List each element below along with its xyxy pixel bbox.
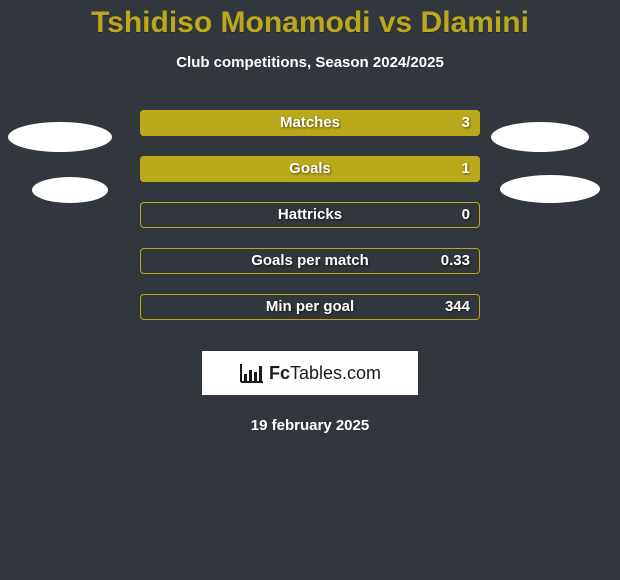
date-text: 19 february 2025: [0, 417, 620, 434]
title-text: Tshidiso Monamodi vs Dlamini: [91, 6, 529, 39]
stat-value: 3: [462, 114, 470, 131]
bar-track: [140, 202, 480, 228]
stat-value: 0: [462, 206, 470, 223]
stat-row: Goals1: [0, 155, 620, 201]
bar-track: [140, 294, 480, 320]
logo-box: FcTables.com: [202, 351, 418, 395]
bar-track: [140, 248, 480, 274]
stats-section: Matches3Goals1Hattricks0Goals per match0…: [0, 109, 620, 339]
bar-fill: [140, 156, 480, 182]
page-title: Tshidiso Monamodi vs Dlamini: [0, 0, 620, 40]
stat-row: Goals per match0.33: [0, 247, 620, 293]
stat-row: Matches3: [0, 109, 620, 155]
chart-icon: [239, 362, 265, 384]
stat-value: 1: [462, 160, 470, 177]
bar-fill: [140, 110, 480, 136]
subtitle: Club competitions, Season 2024/2025: [0, 54, 620, 71]
stat-row: Min per goal344: [0, 293, 620, 339]
logo-text: FcTables.com: [269, 363, 381, 384]
stat-value: 344: [445, 298, 470, 315]
stat-value: 0.33: [441, 252, 470, 269]
stat-row: Hattricks0: [0, 201, 620, 247]
